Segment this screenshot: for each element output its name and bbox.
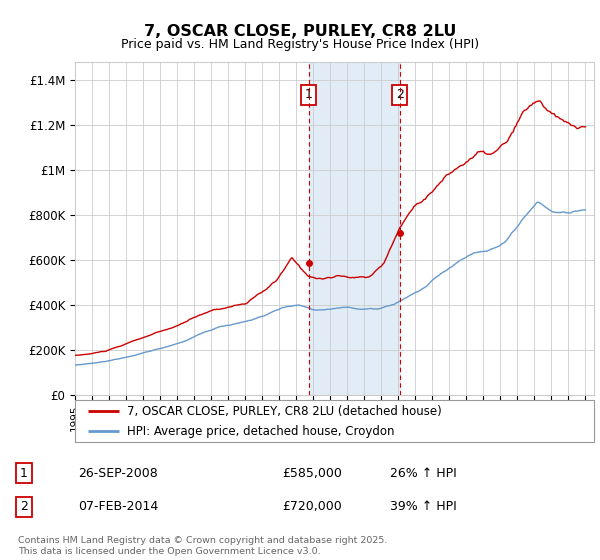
Text: 7, OSCAR CLOSE, PURLEY, CR8 2LU (detached house): 7, OSCAR CLOSE, PURLEY, CR8 2LU (detache… — [127, 405, 442, 418]
Text: 1: 1 — [305, 88, 313, 101]
Text: £585,000: £585,000 — [282, 466, 342, 480]
FancyBboxPatch shape — [75, 400, 594, 442]
Text: 26% ↑ HPI: 26% ↑ HPI — [390, 466, 457, 480]
Text: 2: 2 — [20, 500, 28, 514]
Bar — [308, 62, 400, 395]
Text: HPI: Average price, detached house, Croydon: HPI: Average price, detached house, Croy… — [127, 425, 394, 438]
Text: 07-FEB-2014: 07-FEB-2014 — [78, 500, 158, 514]
Text: Price paid vs. HM Land Registry's House Price Index (HPI): Price paid vs. HM Land Registry's House … — [121, 38, 479, 51]
Text: 7, OSCAR CLOSE, PURLEY, CR8 2LU: 7, OSCAR CLOSE, PURLEY, CR8 2LU — [144, 24, 456, 39]
Text: 39% ↑ HPI: 39% ↑ HPI — [390, 500, 457, 514]
Text: 1: 1 — [20, 466, 28, 480]
Text: £720,000: £720,000 — [282, 500, 342, 514]
Text: 2: 2 — [396, 88, 404, 101]
Text: Contains HM Land Registry data © Crown copyright and database right 2025.
This d: Contains HM Land Registry data © Crown c… — [18, 536, 388, 556]
Text: 26-SEP-2008: 26-SEP-2008 — [78, 466, 158, 480]
